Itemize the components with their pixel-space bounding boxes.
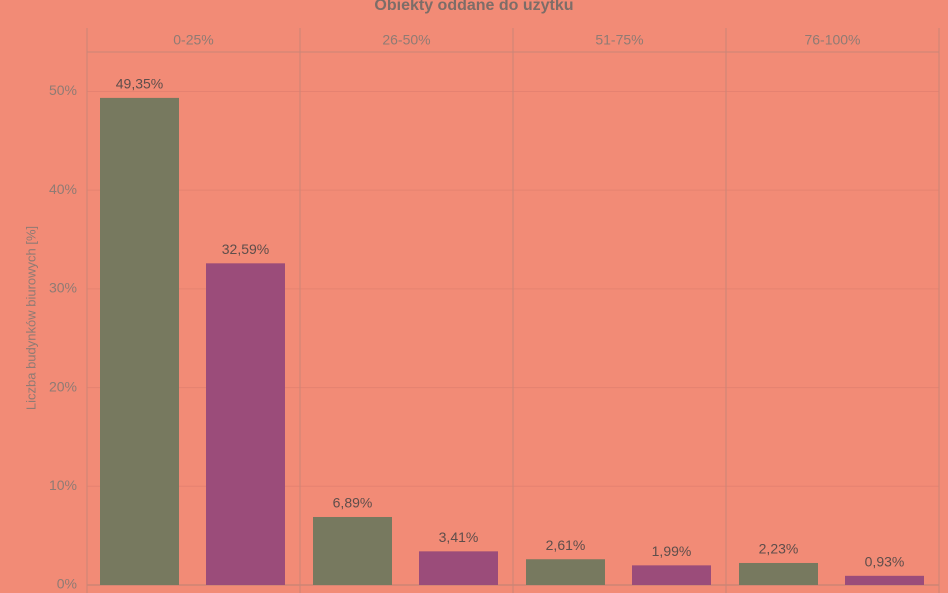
x-tick-label: 76-100% — [804, 32, 860, 48]
value-label: 2,23% — [759, 541, 799, 557]
y-tick-label: 30% — [49, 280, 77, 296]
y-axis-label: Liczba budynków biurowych [%] — [23, 226, 38, 410]
bar — [632, 565, 711, 585]
chart-title: Obiekty oddane do użytku — [374, 0, 573, 14]
y-tick-label: 50% — [49, 82, 77, 98]
bar — [419, 551, 498, 585]
value-label: 6,89% — [333, 495, 373, 511]
x-tick-label: 26-50% — [382, 32, 430, 48]
y-tick-label: 10% — [49, 477, 77, 493]
value-label: 2,61% — [546, 537, 586, 553]
x-tick-label: 51-75% — [595, 32, 643, 48]
y-tick-label: 40% — [49, 181, 77, 197]
value-label: 32,59% — [222, 241, 269, 257]
y-tick-label: 0% — [57, 576, 77, 592]
value-label: 3,41% — [439, 529, 479, 545]
x-tick-label: 0-25% — [173, 32, 213, 48]
bar — [206, 263, 285, 585]
value-label: 49,35% — [116, 76, 163, 92]
value-label: 1,99% — [652, 543, 692, 559]
value-label: 0,93% — [865, 554, 905, 570]
y-tick-label: 20% — [49, 378, 77, 394]
bar — [526, 559, 605, 585]
bar — [739, 562, 818, 585]
bar — [313, 516, 392, 585]
bar — [845, 575, 924, 585]
bar — [100, 97, 179, 586]
